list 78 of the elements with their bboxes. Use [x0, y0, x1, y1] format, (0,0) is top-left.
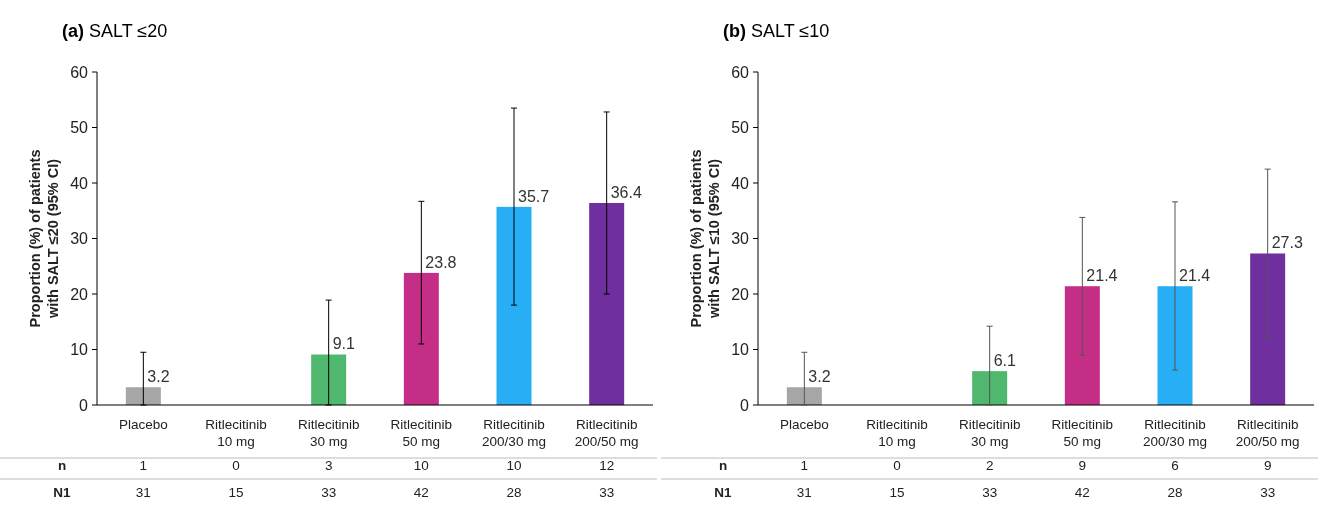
text: 1 [139, 457, 148, 473]
text: 9 [1078, 457, 1087, 473]
data-label: 9.1 [332, 335, 356, 353]
x-tick-label: Ritlecitinib 10 mg [866, 417, 928, 449]
bar [589, 202, 625, 405]
data-label: 21.4 [1086, 267, 1118, 285]
y-tick-label: 40 [731, 174, 750, 192]
bar [1157, 286, 1193, 405]
y-tick-label: 40 [70, 174, 89, 192]
x-tick-label: Ritlecitinib 200/50 mg [1235, 417, 1300, 449]
chart-title: (b) SALT ≤10 [723, 21, 830, 41]
text: 31 [796, 484, 812, 500]
data-label: 3.2 [147, 368, 170, 386]
bar [786, 387, 822, 405]
text: 0 [232, 457, 240, 473]
bar [125, 387, 161, 405]
y-tick-label: 50 [731, 119, 750, 137]
text: 9 [1263, 457, 1272, 473]
data-label: 27.3 [1271, 234, 1303, 252]
text: 28 [506, 484, 522, 500]
chart-title: (a) SALT ≤20 [62, 21, 168, 41]
data-label: 35.7 [518, 187, 550, 205]
text: n [718, 457, 728, 473]
text: 42 [413, 484, 429, 500]
y-tick-label: 60 [70, 63, 89, 81]
text: 3 [324, 457, 333, 473]
y-axis-title: Proportion (%) of patients with SALT ≤10 (95% CI) [688, 149, 722, 328]
text: 42 [1074, 484, 1090, 500]
text: 33 [321, 484, 337, 500]
data-label: 23.8 [425, 253, 457, 271]
data-label: 6.1 [993, 352, 1017, 370]
bar [1250, 253, 1286, 405]
y-axis-title: Proportion (%) of patients with SALT ≤20 (95% CI) [27, 149, 61, 328]
x-tick-label: Ritlecitinib 50 mg [390, 417, 453, 449]
text: 10 [506, 457, 522, 473]
text: 6 [1171, 457, 1179, 473]
text: n [57, 457, 67, 473]
y-tick-label: 0 [79, 396, 89, 414]
y-tick-label: 50 [70, 119, 89, 137]
text: 33 [599, 484, 615, 500]
x-tick-label: Ritlecitinib 200/30 mg [1143, 417, 1207, 449]
bar [1064, 286, 1100, 405]
text: 33 [982, 484, 998, 500]
text: 2 [985, 457, 994, 473]
text: 28 [1167, 484, 1183, 500]
x-tick-label: Ritlecitinib 30 mg [297, 417, 360, 449]
bar [972, 371, 1008, 405]
x-tick-label: Ritlecitinib 30 mg [958, 417, 1021, 449]
y-tick-label: 60 [731, 63, 750, 81]
data-label: 36.4 [610, 183, 642, 201]
y-tick-label: 10 [731, 341, 750, 359]
text: N1 [53, 484, 72, 500]
text: 15 [889, 484, 905, 500]
data-label: 21.4 [1179, 267, 1211, 285]
x-tick-label: Placebo [118, 417, 168, 432]
x-tick-label: Ritlecitinib 200/50 mg [574, 417, 639, 449]
bar [403, 272, 439, 405]
data-label: 3.2 [808, 368, 831, 386]
bar [496, 206, 532, 405]
y-tick-label: 10 [70, 341, 89, 359]
text: N1 [714, 484, 733, 500]
y-tick-label: 30 [731, 230, 750, 248]
text: 31 [135, 484, 151, 500]
x-tick-label: Ritlecitinib 50 mg [1051, 417, 1114, 449]
text: 15 [228, 484, 244, 500]
x-tick-label: Ritlecitinib 10 mg [205, 417, 267, 449]
x-tick-label: Ritlecitinib 200/30 mg [482, 417, 546, 449]
y-tick-label: 0 [740, 396, 750, 414]
text: 33 [1260, 484, 1276, 500]
y-tick-label: 20 [731, 285, 750, 303]
bar [311, 354, 347, 405]
text: 0 [893, 457, 901, 473]
x-tick-label: Placebo [779, 417, 829, 432]
y-tick-label: 30 [70, 230, 89, 248]
text: 1 [800, 457, 809, 473]
y-tick-label: 20 [70, 285, 89, 303]
text: 12 [599, 457, 615, 473]
text: 10 [413, 457, 429, 473]
